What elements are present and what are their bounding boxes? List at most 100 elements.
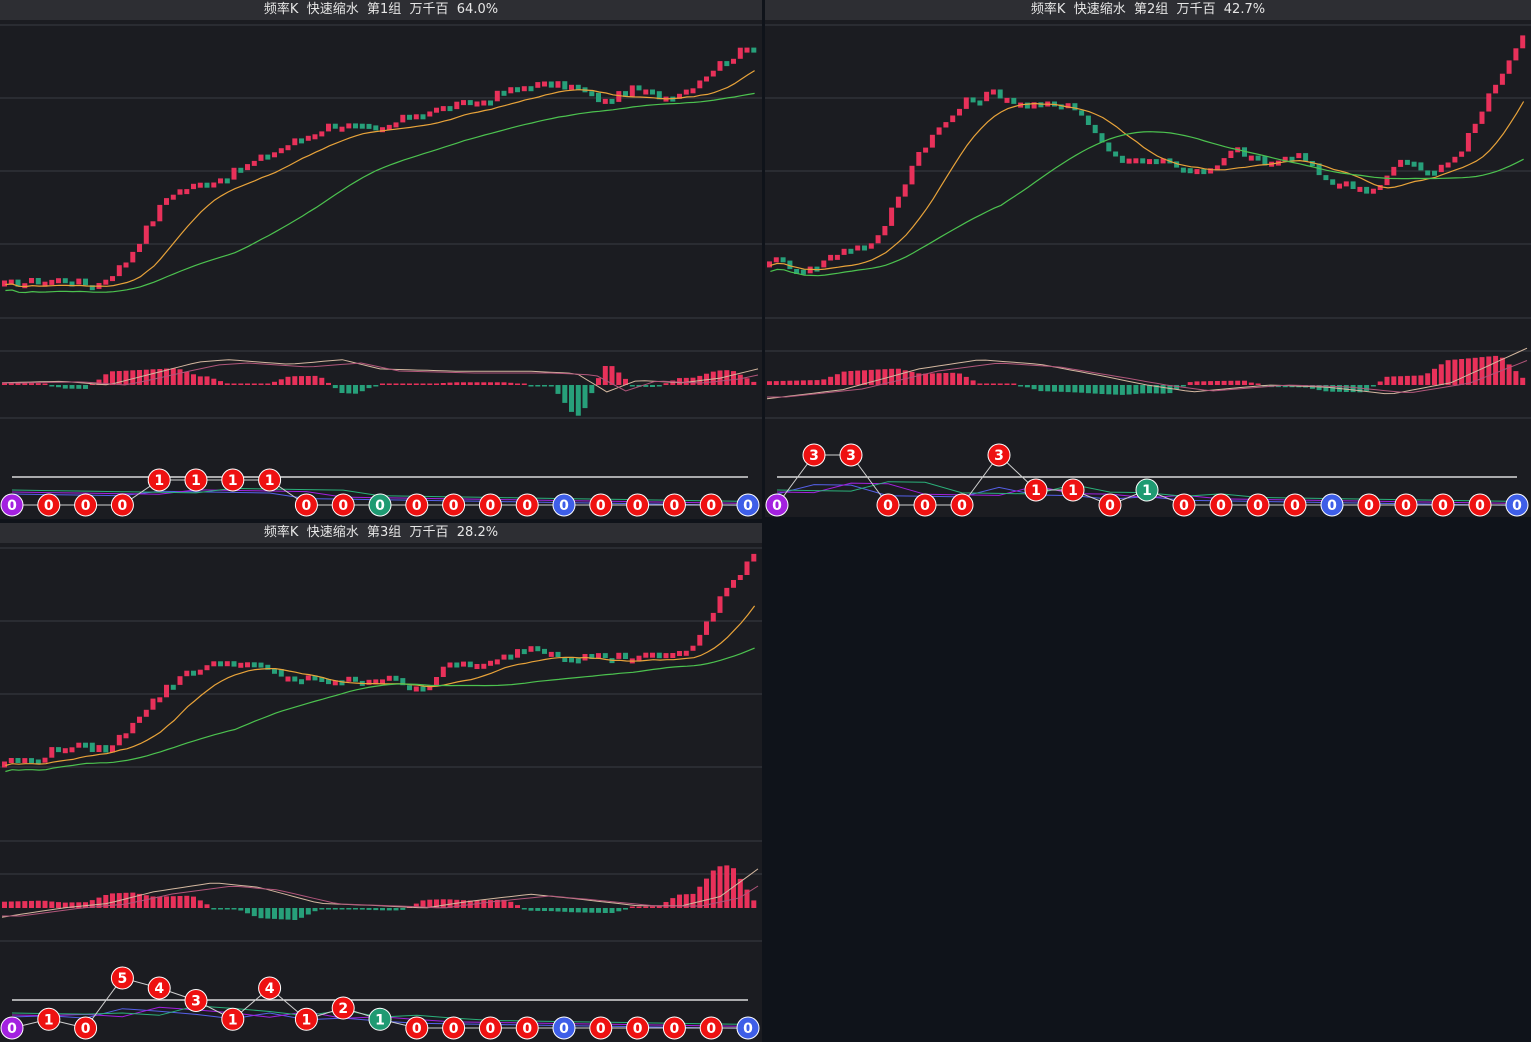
macd-bar <box>670 380 676 385</box>
candle <box>1194 169 1200 175</box>
macd-dea-line <box>2 362 759 392</box>
macd-bar <box>386 908 392 911</box>
macd-bar <box>1038 385 1044 392</box>
count-marker-label: 1 <box>375 1012 385 1028</box>
macd-bar <box>319 908 325 910</box>
candle <box>474 101 480 107</box>
candle <box>393 122 399 128</box>
candle <box>717 61 723 71</box>
candle <box>767 261 772 268</box>
candle <box>143 225 149 244</box>
candle <box>1357 186 1363 192</box>
macd-bar <box>602 908 608 913</box>
macd-bar <box>1493 355 1499 385</box>
macd-bar <box>35 900 41 908</box>
macd-bar <box>690 893 696 908</box>
macd-bar <box>508 901 514 908</box>
count-marker-label: 0 <box>1364 498 1374 514</box>
candle <box>305 675 311 681</box>
macd-bar <box>582 385 588 409</box>
candle <box>1011 97 1017 104</box>
macd-bar <box>332 385 338 389</box>
count-marker-circle <box>1357 493 1381 517</box>
candle <box>157 204 163 222</box>
candle <box>1377 185 1383 190</box>
macd-bar <box>359 908 365 910</box>
candle <box>923 147 929 153</box>
candle <box>990 89 996 95</box>
candle <box>1160 158 1166 164</box>
count-marker: 0 <box>765 493 789 517</box>
candle <box>1513 48 1519 61</box>
count-marker-circle <box>1431 493 1455 517</box>
candle <box>204 182 210 188</box>
macd-bar <box>1194 381 1200 385</box>
macd-bar <box>1228 380 1234 385</box>
macd-bar <box>515 383 520 385</box>
candle <box>69 747 75 753</box>
count-marker-label: 1 <box>191 473 201 489</box>
macd-bar <box>420 383 426 385</box>
macd-bar <box>1208 381 1214 385</box>
macd-bar <box>420 900 426 908</box>
candle <box>656 91 662 100</box>
macd-bar <box>535 908 541 911</box>
candle <box>1350 181 1356 189</box>
candle <box>305 135 311 141</box>
chart-svg: 0 3 3 0 0 0 3 1 1 0 1 0 0 0 0 0 0 0 0 0 0 <box>765 24 1531 517</box>
macd-bar <box>494 382 500 385</box>
macd-bar <box>569 385 574 412</box>
count-marker: 0 <box>699 1016 723 1040</box>
macd-dif-line <box>1 359 759 393</box>
macd-bar <box>800 380 806 385</box>
macd-bar <box>224 383 230 385</box>
count-marker: 0 <box>736 1016 760 1040</box>
macd-bar <box>821 379 827 385</box>
macd-bar <box>1160 385 1166 394</box>
candle <box>8 279 14 285</box>
candle <box>596 92 601 103</box>
count-marker: 0 <box>0 493 24 517</box>
candle <box>96 745 102 752</box>
candle <box>1201 169 1207 175</box>
candle <box>150 698 156 710</box>
count-marker-label: 5 <box>118 971 128 987</box>
macd-bar <box>481 900 487 908</box>
count-marker-label: 0 <box>81 1021 91 1037</box>
macd-bar <box>751 900 757 908</box>
candle <box>950 115 956 123</box>
macd-bar <box>238 383 244 385</box>
candle <box>521 86 527 92</box>
macd-bar <box>312 375 318 385</box>
macd-bar <box>110 893 115 908</box>
count-marker-label: 0 <box>1253 498 1263 514</box>
candle <box>69 281 75 287</box>
macd-bar <box>116 371 122 385</box>
count-marker: 0 <box>589 493 613 517</box>
candle <box>744 47 750 53</box>
panel-title: 频率K 快速缩水 第1组 万千百 64.0% <box>0 0 762 20</box>
count-marker-label: 3 <box>846 448 856 464</box>
candle <box>1221 158 1227 166</box>
macd-bar <box>8 901 14 908</box>
macd-bar <box>1099 385 1105 394</box>
count-marker-label: 0 <box>1438 498 1448 514</box>
candle <box>116 265 122 277</box>
macd-bar <box>1384 376 1390 385</box>
candle <box>211 182 217 188</box>
candle <box>123 733 129 739</box>
macd-bar <box>56 385 61 388</box>
macd-bar <box>562 908 568 912</box>
macd-bar <box>326 382 331 385</box>
candle <box>602 98 608 104</box>
macd-bar <box>609 908 615 913</box>
count-marker: 0 <box>1468 493 1492 517</box>
candle <box>461 100 466 106</box>
count-marker-label: 0 <box>743 1021 753 1037</box>
macd-bar <box>950 372 956 385</box>
ma-short-line <box>770 101 1525 271</box>
count-marker-label: 0 <box>375 498 385 514</box>
